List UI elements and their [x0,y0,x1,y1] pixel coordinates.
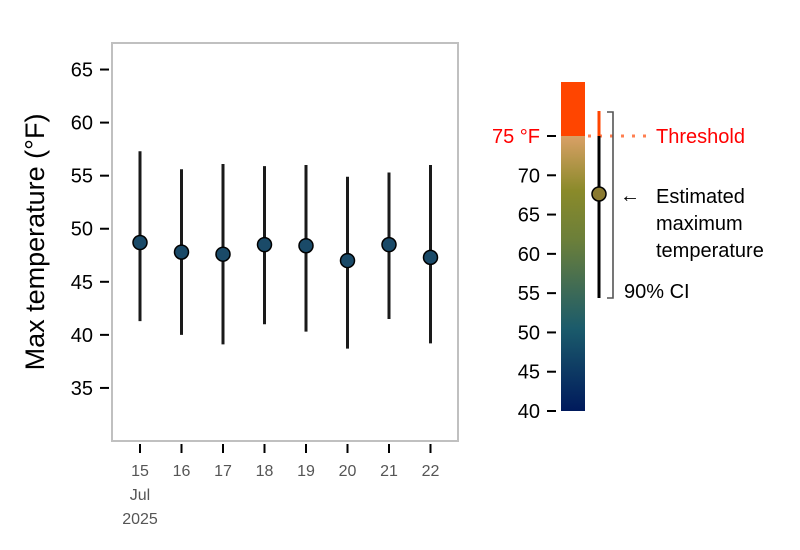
estimate-label-line-3: temperature [656,240,764,262]
estimate-label-line-2: maximum [656,213,743,235]
y-tick-label: 60 [71,113,93,135]
colorbar-ticks: 40 45 50 55 60 65 70 [518,165,556,423]
x-tick-label: 21 [380,463,398,480]
example-estimate-marker [591,186,607,202]
x-tick-sublabel: Jul [130,487,150,504]
x-tick-label: 16 [173,463,191,480]
y-tick-label: 65 [71,60,93,82]
colorbar-tick-label: 65 [518,205,540,227]
ci-bracket [607,111,614,299]
data-points [132,234,439,269]
plot-frame [111,42,459,442]
y-tick-label: 50 [71,219,93,241]
y-tick-label: 40 [71,325,93,347]
data-point [256,236,273,253]
data-point [298,237,314,254]
threshold-value-label: 75 °F [492,126,540,148]
colorbar-tick-label: 40 [518,401,540,423]
colorbar-tick-label: 70 [518,165,540,187]
y-axis-label: Max temperature (°F) [20,114,50,371]
main-plot: Max temperature (°F) 35 40 45 50 55 60 65 15 16… [20,42,459,528]
threshold-label: Threshold [656,126,745,148]
colorbar-tick-label: 55 [518,283,540,305]
colorbar-tick-label: 50 [518,322,540,344]
x-tick-label: 19 [297,463,315,480]
y-tick-label: 55 [71,166,93,188]
y-axis-ticks: 35 40 45 50 55 60 65 [71,60,109,400]
x-tick-label: 22 [422,463,440,480]
x-tick-label: 17 [214,463,232,480]
y-tick-label: 35 [71,378,93,400]
arrow-icon: ← [620,185,640,207]
colorbar-above-threshold [561,82,585,136]
data-point [215,246,231,262]
data-point [173,244,190,260]
data-point [339,252,356,269]
data-point [422,249,439,266]
x-tick-label: 18 [256,463,274,480]
y-tick-label: 45 [71,272,93,294]
x-tick-label: 15 [131,463,149,480]
x-axis-ticks: 15 16 17 18 19 20 21 22 Jul 2025 [122,444,440,528]
x-tick-label: 20 [339,463,357,480]
colorbar-gradient [561,136,585,411]
data-point [381,236,397,253]
estimate-label-line-1: Estimated [656,186,745,208]
ci-label: 90% CI [624,281,690,303]
legend-panel: 40 45 50 55 60 65 70 75 °F Threshold ← Estimat… [492,82,764,423]
colorbar-tick-label: 60 [518,244,540,266]
data-point [132,234,148,251]
colorbar-tick-label: 45 [518,362,540,384]
x-tick-sublabel: 2025 [122,511,158,528]
